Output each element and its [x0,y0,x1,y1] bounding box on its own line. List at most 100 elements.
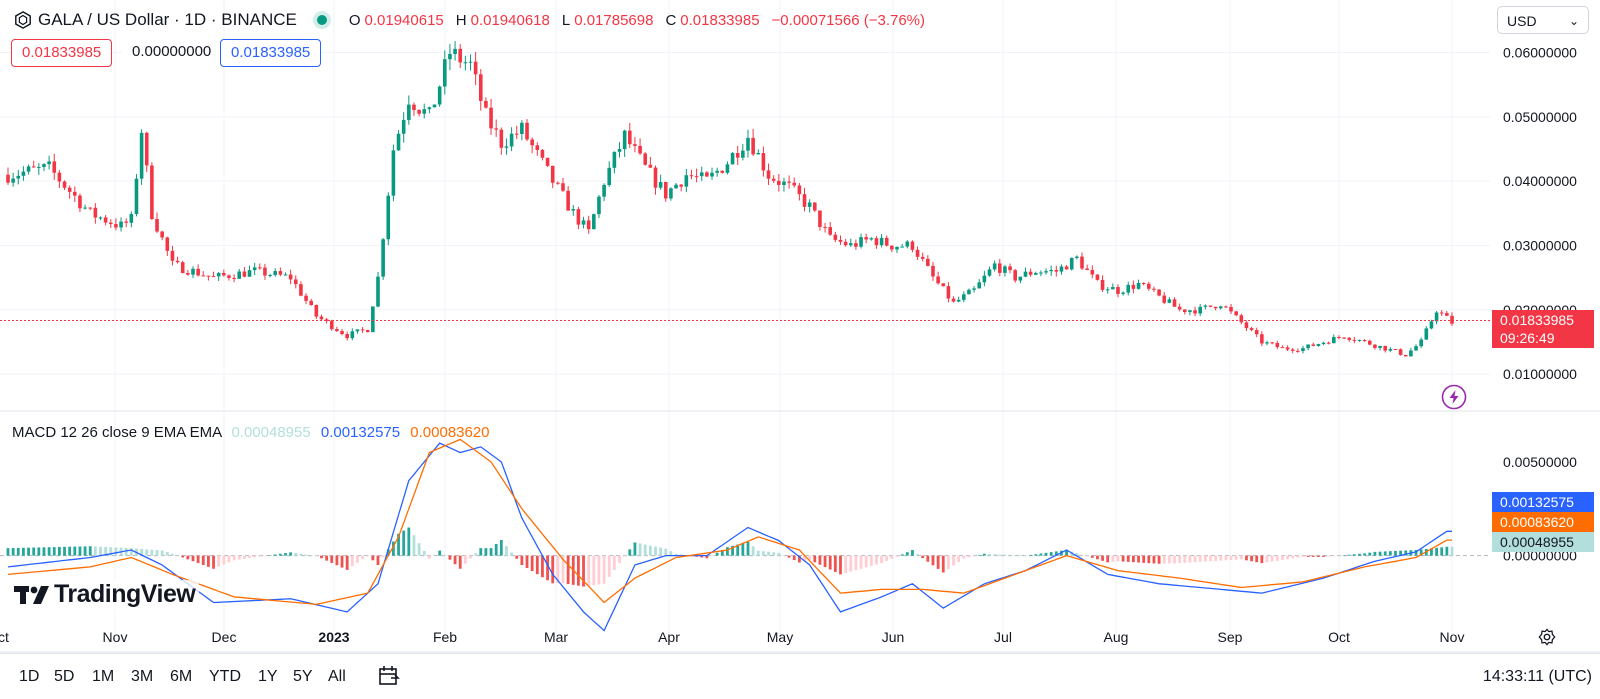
candle-body [1069,257,1074,270]
sell-price-button[interactable]: 0.01833985 [11,39,113,67]
macd-histogram-bar [345,555,349,570]
macd-histogram-bar [217,555,221,567]
candle-body [1357,340,1362,342]
macd-histogram-bar [957,555,961,562]
candle-body [869,238,874,240]
candle-body [62,181,67,188]
candle-body [1296,350,1300,352]
macd-histogram-bar [1013,555,1017,556]
macd-histogram-bar [222,555,226,565]
lightning-icon[interactable] [1441,384,1467,410]
macd-histogram-bar [366,555,370,557]
macd-histogram-bar [962,555,966,559]
macd-histogram-bar [618,555,621,564]
candle-body [622,130,627,150]
time-axis-label: Aug [1104,629,1129,645]
range-1y-button[interactable]: 1Y [258,668,278,685]
candle-body [699,172,704,177]
macd-histogram-bar [289,552,293,556]
candle-body [47,161,51,165]
time-axis-label: Dec [212,629,237,645]
candle-body [977,282,982,289]
candle-body [843,241,848,246]
candle-body [1095,274,1100,280]
last-price-value: 0.01833985 [1500,312,1574,329]
macd-axis-tick: 0.00500000 [1503,454,1577,470]
macd-histogram-bar [1229,555,1233,560]
candle-body [633,144,637,146]
calendar-goto-icon[interactable] [377,664,401,688]
macd-histogram-bar [510,552,514,556]
candle-body [1064,266,1069,270]
macd-histogram-bar [1203,555,1207,562]
macd-histogram-bar [1029,554,1033,556]
macd-histogram-bar [669,551,673,556]
range-5d-button[interactable]: 5D [54,668,75,685]
candle-body [57,172,62,182]
currency-select[interactable]: USD ⌄ [1497,6,1589,34]
candle-body [432,104,437,108]
candle-body [1347,337,1352,340]
macd-histogram-bar [926,555,930,562]
candle-body [936,276,940,284]
macd-histogram-bar [1270,555,1274,562]
macd-hist-tag: 0.00048955 [1492,532,1594,552]
macd-histogram-bar [602,555,606,584]
utc-clock[interactable]: 14:33:11 (UTC) [1482,668,1592,685]
candle-body [186,272,190,275]
macd-histogram-bar [212,555,215,569]
candle-body [761,153,766,171]
macd-histogram-bar [551,555,555,584]
range-all-button[interactable]: All [328,668,346,685]
candle-body [1290,349,1295,351]
range-1m-button[interactable]: 1M [92,668,115,685]
macd-histogram-bar [1096,555,1099,560]
macd-histogram-bar [777,552,781,556]
candle-body [401,119,406,134]
candle-body [1224,306,1228,308]
range-3m-button[interactable]: 3M [131,668,154,685]
candle-body [1321,342,1326,345]
macd-legend[interactable]: MACD 12 26 close 9 EMA EMA 0.00048955 0.… [12,424,490,441]
range-ytd-button[interactable]: YTD [209,668,241,685]
settings-gear-icon[interactable] [1538,628,1556,646]
symbol-header[interactable]: GALA / US Dollar · 1D · BINANCE O 0.01940… [14,8,933,32]
macd-histogram-bar [1219,555,1223,561]
candle-body [345,333,349,339]
candle-body [1116,287,1120,294]
macd-histogram-bar [1008,554,1012,556]
symbol-title[interactable]: GALA / US Dollar · 1D · BINANCE [38,10,297,29]
range-1d-button[interactable]: 1D [19,668,40,685]
candle-body [756,153,761,155]
range-5y-button[interactable]: 5Y [293,668,313,685]
macd-histogram-bar [849,555,853,572]
candle-body [1316,344,1321,346]
candle-body [1301,348,1305,352]
range-6m-button[interactable]: 6M [170,668,193,685]
macd-histogram-bar [977,554,981,556]
macd-histogram-bar [1414,550,1418,556]
candle-body [1419,339,1423,347]
macd-histogram-bar [890,555,894,559]
macd-line-tag: 0.00132575 [1492,492,1594,512]
candle-body [484,100,488,108]
candle-body [1352,339,1357,341]
close-value: 0.01833985 [680,11,760,29]
candle-body [165,237,170,251]
candle-body [283,274,288,276]
candle-body [180,262,185,273]
candle-body [1254,330,1259,335]
candle-body [1198,306,1202,314]
macd-histogram-bar [612,555,616,570]
candle-body [854,243,858,247]
macd-histogram-bar [335,555,339,566]
macd-histogram-bar [1188,555,1192,563]
macd-histogram-bar [1034,554,1038,556]
tradingview-logo[interactable]: TradingView [14,580,200,609]
macd-histogram-bar [422,550,426,556]
candle-body [900,246,904,248]
candle-body [720,170,725,173]
buy-price-button[interactable]: 0.01833985 [220,39,322,67]
candle-body [1244,322,1249,329]
